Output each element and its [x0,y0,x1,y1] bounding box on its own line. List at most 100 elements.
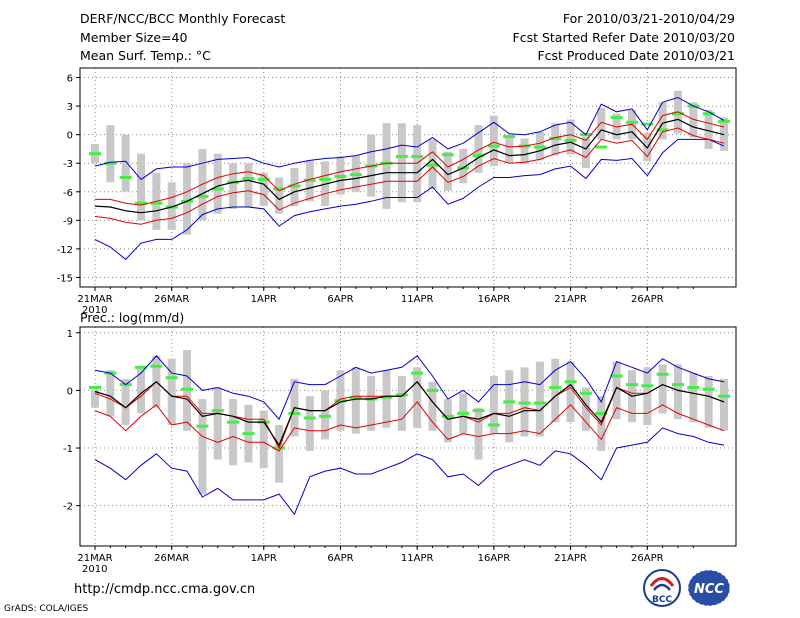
min-line [94,427,725,516]
spread-box [505,137,514,164]
x-tick-label: 11APR [401,294,434,305]
median-marker [533,401,546,405]
bcc-logo-text: BCC [652,595,672,605]
median-marker [549,386,562,390]
median-marker [671,112,684,116]
lower-line [94,401,725,452]
median-marker [257,177,270,181]
median-marker [303,416,316,420]
x-tick-label: 26APR [631,553,664,564]
forecast-started-date: Fcst Started Refer Date 2010/03/20 [512,30,736,45]
spread-box [597,107,606,140]
spread-box [673,364,682,420]
spread-box [167,358,176,425]
median-marker [441,414,454,418]
spread-box [91,390,99,408]
max-line [94,96,725,181]
median-marker [426,388,439,392]
plot-frame [79,326,737,547]
median-marker [595,411,608,415]
median-marker [641,384,654,388]
median-marker [702,112,715,116]
median-marker [579,391,592,395]
median-marker [411,371,424,375]
year-label: 2010 [82,305,107,316]
median-marker [625,383,638,387]
median-marker [211,187,224,191]
y-tick-label: 6 [67,74,73,85]
spread-box [704,109,713,149]
median-marker [625,120,638,124]
spread-box [121,378,130,425]
median-marker [319,177,332,181]
spread-box [428,381,437,431]
min-line [94,138,725,261]
median-marker [487,144,500,148]
grads-credit: GrADS: COLA/IGES [4,604,89,614]
median-marker [211,409,224,413]
mean-line [94,380,725,447]
x-tick-label: 26MAR [154,294,189,305]
spread-box [382,123,391,209]
median-marker [610,116,623,120]
chart-title: DERF/NCC/BCC Monthly Forecast [80,11,286,26]
median-marker [165,376,178,380]
median-marker [395,155,408,159]
median-marker [196,195,209,199]
median-marker [441,153,454,157]
spread-box [566,361,575,423]
x-tick-label: 6APR [327,294,353,305]
spread-box [597,396,606,451]
bcc-logo: BCC [643,569,681,607]
median-marker [426,163,439,167]
median-marker [487,423,500,427]
median-marker [671,383,684,387]
source-url[interactable]: http://cmdp.ncc.cma.gov.cn [74,582,256,597]
spread-box [106,125,115,183]
spread-box [305,396,314,451]
median-marker [656,372,669,376]
median-marker [595,145,608,149]
spread-box [351,367,360,434]
spread-box [689,373,698,423]
median-marker [242,432,255,436]
y-tick-label: -9 [63,216,73,227]
median-marker [334,399,347,403]
spread-box [443,151,452,191]
panel-2: Prec.: log(mm/d) 1 0 -1 -2 21MAR 26MAR 1APR 6APR… [63,310,737,575]
median-marker [196,424,209,428]
spread-box [275,424,284,483]
spread-box [198,399,207,495]
spread-box [489,375,498,434]
y-tick-label: 3 [67,102,73,113]
max-line [94,355,725,421]
median-marker [411,155,424,159]
spread-box [382,370,391,428]
spread-box [658,102,667,140]
median-marker [687,386,700,390]
spread-box [643,367,652,425]
spread-box [137,153,146,221]
median-marker [472,154,485,158]
spread-box [106,370,115,417]
spread-box [413,367,422,428]
median-marker [89,152,101,156]
y-tick-label: -15 [57,273,73,284]
spread-box [137,367,146,414]
median-marker [380,395,393,399]
x-tick-label: 21MAR [77,294,112,305]
y-tick-label: -2 [63,502,73,513]
spread-box [213,387,222,460]
median-marker [150,201,163,205]
mean-line [94,118,725,214]
median-marker [656,128,669,132]
panel-1: 6 3 0 -3 -6 -9 -12 -15 21MAR 26MAR 1APR 6APR 11APR 16… [57,67,737,316]
spread-box [551,358,560,423]
median-marker [135,201,148,205]
upper-line [95,111,725,206]
median-marker [549,136,562,140]
plot-frame [79,67,737,288]
spread-box [505,370,514,443]
spread-box [474,125,483,173]
spread-box [535,361,544,437]
